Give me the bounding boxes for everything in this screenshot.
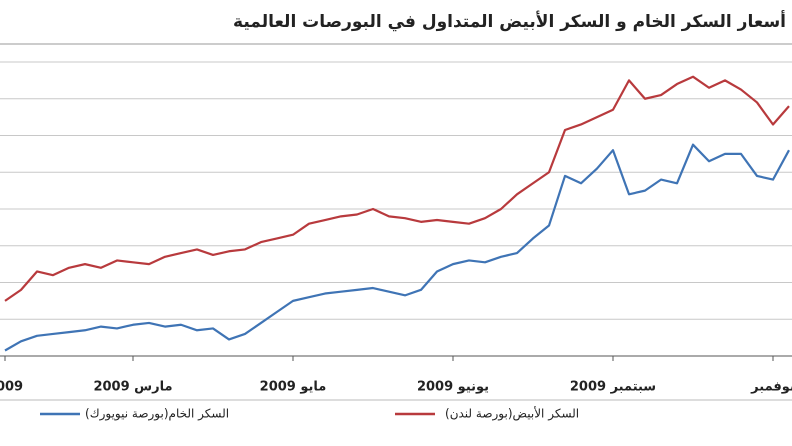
x-tick-label: مارس 2009 [93, 380, 172, 395]
x-tick-label: مايو 2009 [260, 380, 327, 395]
series-line [4, 75, 790, 302]
x-tick-label: نوفمبر [750, 380, 792, 395]
series-line [4, 143, 790, 352]
x-tick-label: سبتمبر 2009 [570, 380, 656, 395]
legend-label: (بورصة نيويورك)السكر الخام [85, 407, 229, 422]
chart-title: أسعار السكر الخام و السكر الأبيض المتداو… [233, 10, 786, 32]
x-tick-label: يونيو 2009 [417, 380, 489, 395]
legend-label: (بورصة لندن)السكر الأبيض [445, 406, 579, 422]
x-tick-label: 2009 [0, 380, 23, 395]
